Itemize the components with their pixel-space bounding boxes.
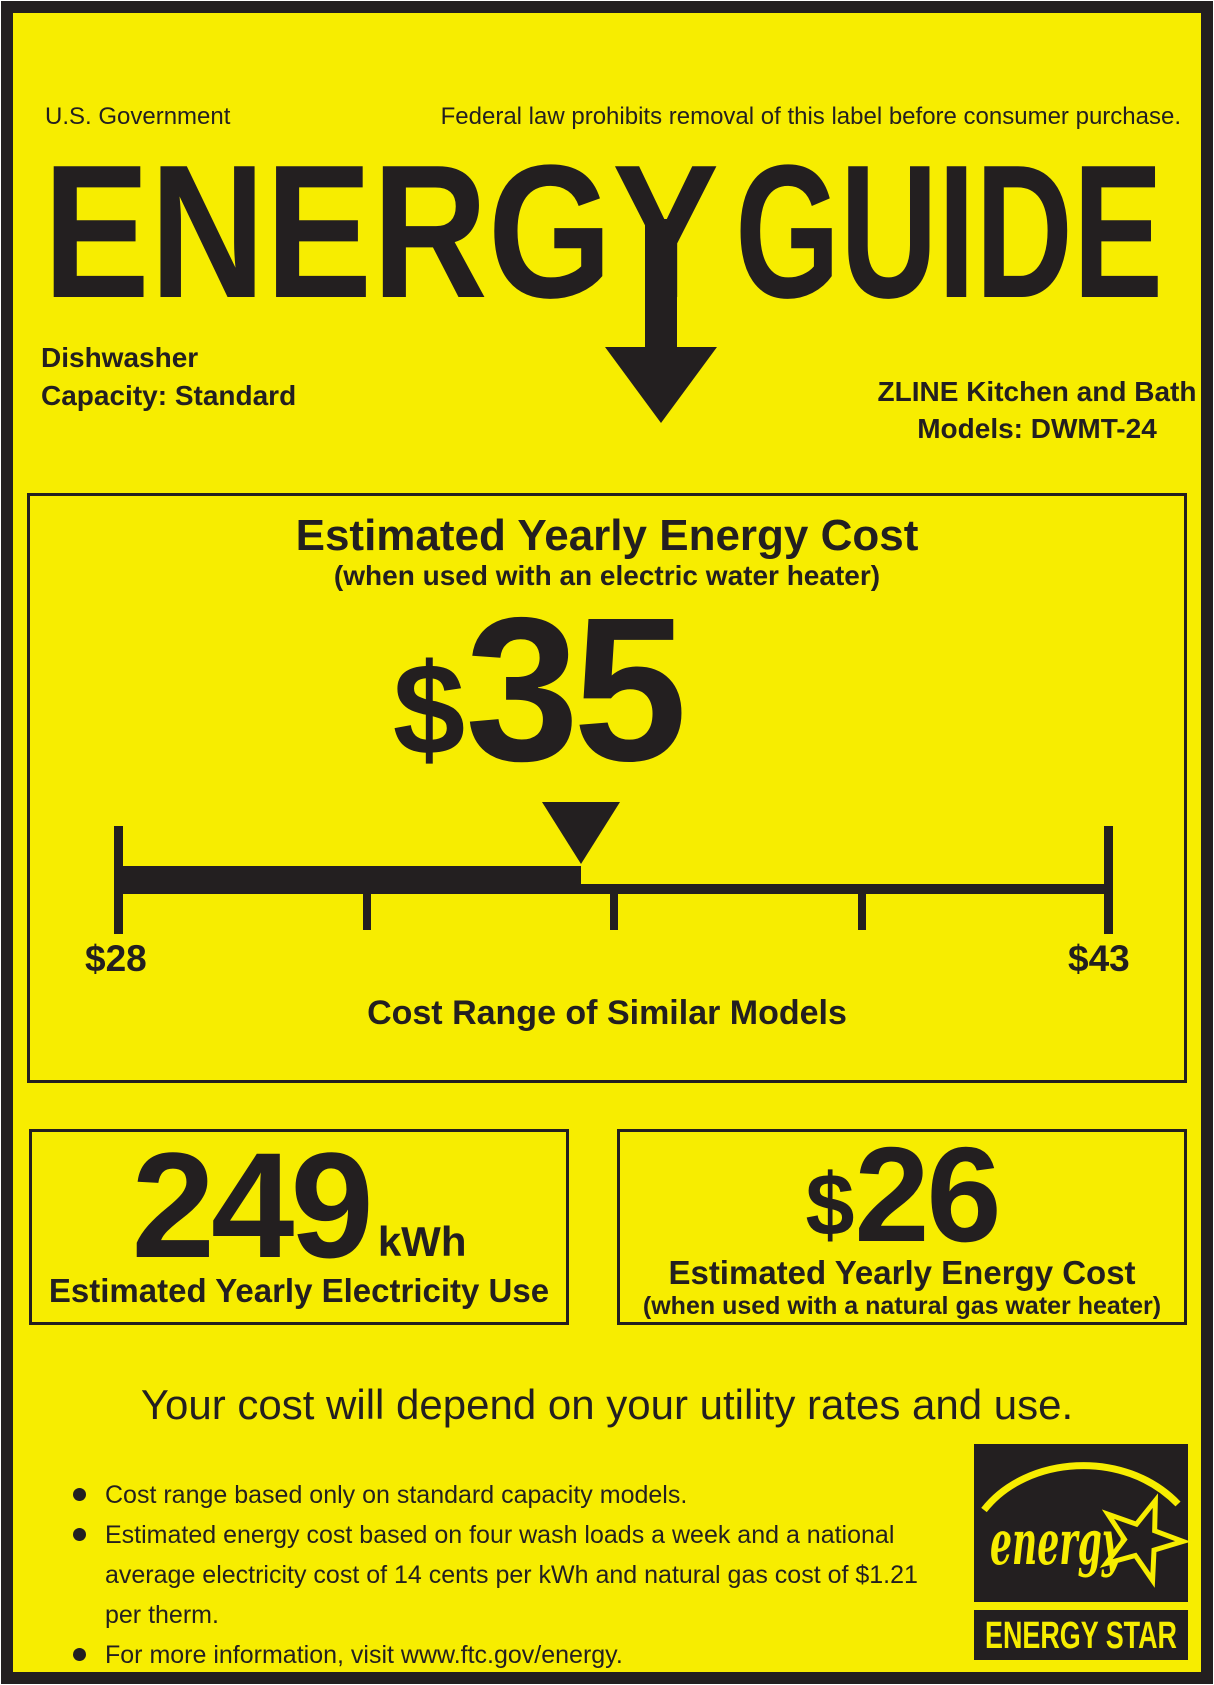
star-icon: [1099, 1493, 1188, 1588]
scale-bar: [119, 884, 1109, 894]
brand-info: ZLINE Kitchen and Bath Models: DWMT-24: [837, 373, 1214, 447]
scale-right-cap: [1104, 826, 1113, 934]
manufacturer: ZLINE Kitchen and Bath: [877, 376, 1197, 407]
cost-pointer-icon: [542, 802, 620, 864]
gas-caption: Estimated Yearly Energy Cost: [668, 1254, 1136, 1291]
electricity-value: 249: [131, 1121, 374, 1289]
bullet-icon: [73, 1515, 105, 1635]
energyguide-logo: ENERGY GUIDE: [43, 149, 1163, 423]
electricity-value-row: 249 kWh: [32, 1121, 566, 1289]
logo-down-arrow-icon: [605, 219, 717, 423]
cost-currency: $: [392, 636, 466, 783]
range-caption: Cost Range of Similar Models: [367, 994, 847, 1032]
gas-value: 26: [854, 1119, 1001, 1270]
footnote-item: Cost range based only on standard capaci…: [73, 1475, 953, 1515]
energy-star-wordmark: ENERGY STAR: [985, 1615, 1177, 1657]
electricity-caption: Estimated Yearly Electricity Use: [48, 1272, 550, 1309]
footnote-text: Estimated energy cost based on four wash…: [105, 1521, 918, 1629]
footnote-text: For more information, visit www.ftc.gov/…: [105, 1641, 623, 1669]
main-box-subtitle: (when used with an electric water heater…: [333, 560, 881, 591]
scale-tick-25: [363, 894, 371, 930]
energy-star-script-text: energy: [990, 1506, 1124, 1579]
logo-guide-text: GUIDE: [735, 149, 1163, 338]
electricity-unit: kWh: [377, 1217, 467, 1265]
electricity-use-box: 249 kWh Estimated Yearly Electricity Use: [29, 1129, 569, 1325]
range-min-label: $28: [85, 938, 147, 979]
energy-star-wordmark-bg: [974, 1610, 1188, 1660]
energy-star-logo: energy ENERGY STAR: [974, 1444, 1188, 1660]
footnote-item: Estimated energy cost based on four wash…: [73, 1515, 953, 1635]
cost-amount: 35: [465, 575, 687, 804]
footnotes-list: Cost range based only on standard capaci…: [73, 1475, 953, 1675]
range-max-label: $43: [1068, 938, 1130, 979]
model-number: Models: DWMT-24: [917, 413, 1157, 444]
footnote-text: Cost range based only on standard capaci…: [105, 1481, 688, 1509]
energy-star-arc-icon: [981, 1462, 1181, 1513]
yearly-cost-value: $ 35: [0, 575, 1114, 804]
logo-energy-text: ENERGY: [43, 149, 719, 338]
bullet-icon: [73, 1475, 105, 1515]
scale-left-cap: [114, 826, 123, 934]
gas-subcaption: (when used with a natural gas water heat…: [642, 1292, 1162, 1320]
product-info: Dishwasher Capacity: Standard: [41, 339, 296, 415]
scale-tick-50: [610, 894, 618, 930]
gas-value-row: $ 26: [620, 1119, 1184, 1270]
federal-law-notice: Federal law prohibits removal of this la…: [440, 103, 1181, 130]
bullet-icon: [73, 1635, 105, 1675]
gas-currency: $: [805, 1154, 855, 1254]
footnote-item: For more information, visit www.ftc.gov/…: [73, 1635, 953, 1675]
product-capacity: Capacity: Standard: [41, 380, 297, 411]
estimated-cost-box: Estimated Yearly Energy Cost (when used …: [27, 493, 1187, 1083]
scale-bar-fill: [119, 866, 581, 894]
main-box-title: Estimated Yearly Energy Cost: [295, 511, 919, 560]
product-type: Dishwasher: [41, 342, 199, 373]
gas-cost-box: $ 26 Estimated Yearly Energy Cost (when …: [617, 1119, 1187, 1325]
scale-tick-75: [858, 894, 866, 930]
us-government-text: U.S. Government: [45, 103, 231, 130]
utility-rates-note: Your cost will depend on your utility ra…: [140, 1381, 1074, 1428]
